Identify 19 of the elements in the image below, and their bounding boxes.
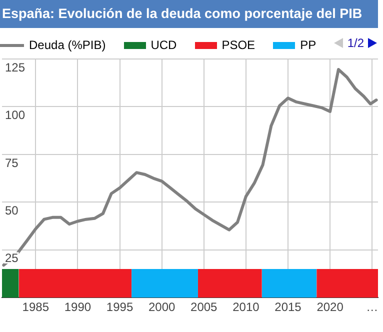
x-tick-label: 1990	[64, 300, 92, 314]
legend-label: PSOE	[222, 38, 256, 52]
legend-label: PP	[300, 38, 316, 52]
y-tick-label: 100	[5, 108, 26, 122]
y-tick-label: 125	[5, 60, 26, 74]
x-tick-label: …	[366, 300, 378, 314]
x-tick-label: 2020	[316, 300, 344, 314]
x-tick-label: 1985	[22, 300, 50, 314]
legend-label: UCD	[150, 38, 177, 52]
legend-label: Deuda (%PIB)	[29, 38, 106, 52]
x-tick-label: 2005	[190, 300, 218, 314]
text: 1/2	[347, 36, 364, 50]
x-tick-label: 1995	[106, 300, 134, 314]
chart-title: España: Evolución de la deuda como porcentaje del PIB	[0, 0, 378, 28]
x-tick-label: 2010	[232, 300, 260, 314]
x-tick-label: 2015	[274, 300, 302, 314]
x-tick-label: 2000	[148, 300, 176, 314]
y-tick-label: 75	[5, 156, 19, 170]
y-tick-label: 50	[5, 203, 19, 218]
